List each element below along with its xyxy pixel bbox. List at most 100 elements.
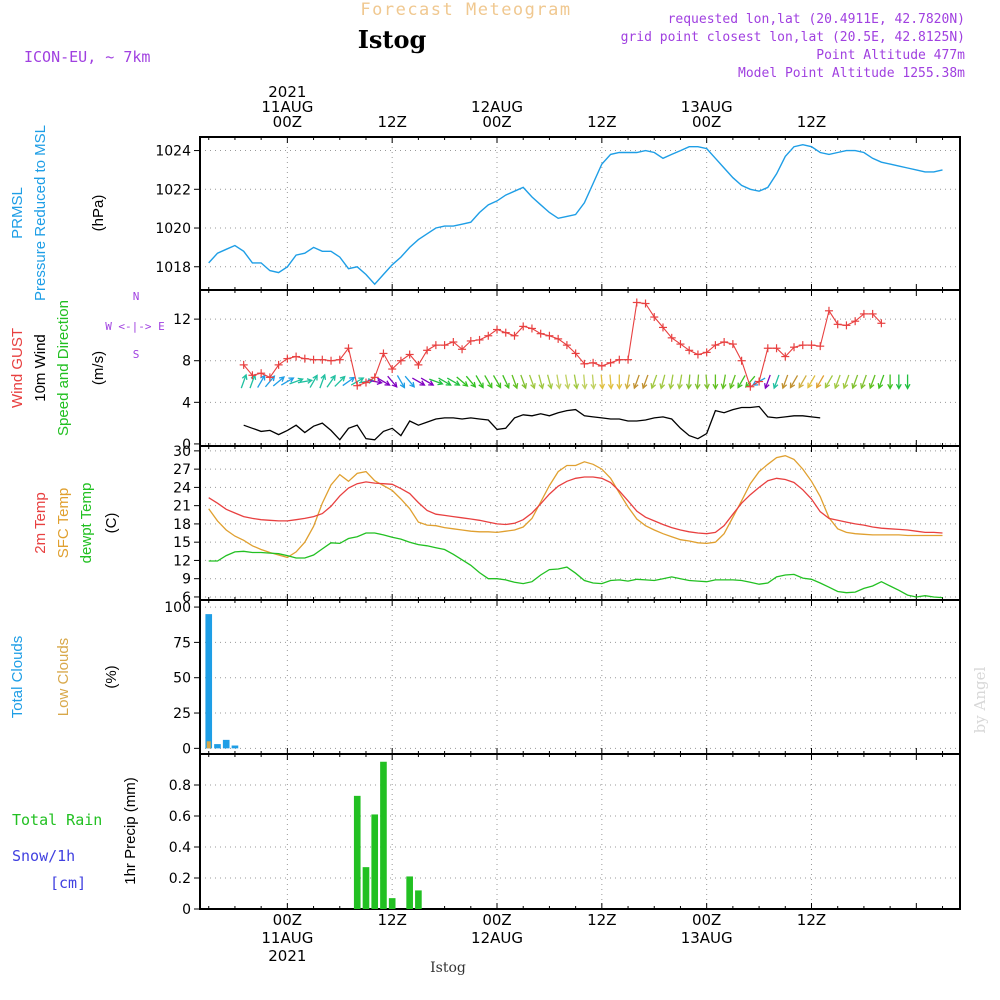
- wind-arrow: [678, 374, 683, 389]
- wind-arrow: [520, 374, 527, 389]
- temperature-ytick-label: 6: [182, 590, 191, 606]
- wind-arrow-head: [668, 383, 675, 390]
- wind-arrow-head: [851, 383, 857, 390]
- wind-arrow-head: [868, 383, 875, 390]
- wind-arrow: [591, 374, 595, 389]
- wind-arrow-head: [521, 383, 528, 390]
- wind-arrow-head: [306, 378, 314, 384]
- wind-arrow: [860, 374, 867, 389]
- footer-location: Istog: [430, 960, 466, 976]
- wind-frame: [199, 289, 961, 447]
- pressure-ytick-label: 1018: [155, 260, 191, 276]
- wind-arrow: [538, 374, 544, 389]
- wind-arrow: [326, 375, 336, 388]
- wind-arrow-head: [842, 383, 849, 390]
- pressure-label-desc: Pressure Reduced to MSL: [32, 125, 49, 301]
- wind-arrow-head: [677, 383, 683, 390]
- bottom-time-label: 2021: [268, 947, 306, 965]
- wind-ytick-label: 12: [173, 312, 191, 328]
- wind-arrow: [511, 374, 518, 389]
- wind-arrow: [342, 376, 355, 387]
- wind-arrow: [737, 375, 746, 388]
- precipitation-ytick-label: 0: [182, 902, 191, 918]
- wind-arrow-head: [641, 383, 648, 390]
- wind-arrow: [642, 374, 649, 389]
- wind-arrow: [456, 376, 468, 387]
- pressure-ytick-label: 1020: [155, 221, 191, 237]
- wind-arrow-head: [349, 376, 356, 383]
- wind-unit: (m/s): [90, 351, 107, 385]
- wind-arrow-head: [547, 383, 554, 390]
- wind-arrow-head: [367, 378, 375, 384]
- wind-arrow: [484, 375, 493, 388]
- wind-arrow-head: [530, 383, 536, 390]
- wind-arrow-head: [437, 379, 444, 386]
- wind-arrow-head: [616, 383, 623, 390]
- clouds-frame: [199, 599, 961, 755]
- compass-south: S: [133, 348, 140, 361]
- wind-arrow: [852, 374, 859, 389]
- wind-arrow: [583, 374, 586, 389]
- wind-arrow-head: [659, 383, 666, 390]
- wind-arrow-head: [478, 382, 484, 389]
- bottom-time-label: 12Z: [377, 911, 406, 929]
- wind-arrow-head: [288, 377, 295, 383]
- wind-arrow: [807, 375, 816, 388]
- wind-arrow-head: [312, 374, 318, 381]
- top-time-label: 2021: [268, 83, 306, 101]
- wind-arrow: [429, 378, 443, 385]
- wind-arrow-head: [409, 381, 416, 388]
- wind-ytick-label: 8: [182, 354, 191, 370]
- precipitation-panel: 0 0.2 0.4 0.6 0.8: [169, 753, 961, 918]
- wind-arrow: [687, 374, 691, 389]
- clouds-ytick-label: 100: [164, 600, 191, 616]
- bottom-time-label: 13AUG: [681, 929, 733, 947]
- precipitation-ytick-label: 0.6: [169, 809, 191, 825]
- wind-arrow: [722, 374, 726, 389]
- wind-arrow-head: [470, 381, 477, 388]
- wind-arrow: [660, 374, 666, 389]
- temperature-ytick-label: 15: [173, 535, 191, 551]
- wind-arrow: [272, 376, 285, 387]
- wind-arrow-head: [860, 383, 866, 390]
- pressure-ytick-label: 1024: [155, 144, 191, 160]
- wind-arrow-head: [495, 382, 502, 389]
- clouds-ytick-label: 75: [173, 635, 191, 651]
- wind-arrow: [824, 375, 834, 388]
- temperature-ytick-label: 18: [173, 517, 191, 533]
- wind-arrow: [297, 379, 312, 384]
- wind-arrow: [626, 374, 630, 389]
- wind-arrow-head: [781, 383, 788, 390]
- wind-arrow: [546, 374, 552, 389]
- wind-arrow-head: [895, 383, 902, 390]
- wind-arrow: [764, 374, 771, 389]
- precipitation-frame: [199, 753, 961, 910]
- wind-arrow: [257, 375, 266, 388]
- wind-ytick-label: 0: [182, 437, 191, 453]
- wind-arrow-head: [764, 383, 770, 390]
- wind-arrow-head: [703, 383, 710, 390]
- wind-arrow-head: [807, 382, 813, 389]
- wind-arrow-head: [376, 379, 383, 385]
- precipitation-ytick-label: 0.2: [169, 871, 191, 887]
- pressure-unit: (hPa): [90, 195, 107, 232]
- wind-arrow-head: [877, 383, 884, 390]
- temperature-ytick-label: 21: [173, 499, 191, 515]
- wind-arrow-head: [512, 383, 519, 390]
- wind-arrow-head: [720, 383, 727, 390]
- t2m-label: 2m Temp: [32, 492, 49, 553]
- wind-arrow: [651, 374, 658, 389]
- wind-arrow: [869, 374, 876, 389]
- wind-arrow-head: [632, 383, 639, 390]
- clouds-ytick-label: 25: [173, 706, 191, 722]
- dew-label: dewpt Temp: [78, 483, 95, 564]
- model-altitude: Model Point Altitude 1255.38m: [738, 66, 965, 81]
- wind-panel: 0 4 8 12: [173, 289, 961, 453]
- top-time-label: 00Z: [692, 113, 721, 131]
- wind-arrow-head: [904, 383, 911, 390]
- wind-arrow-head: [650, 383, 657, 390]
- wind-arrow-head: [624, 383, 631, 390]
- wind-arrow: [843, 374, 850, 389]
- total-cloud-label: Total Clouds: [9, 636, 26, 719]
